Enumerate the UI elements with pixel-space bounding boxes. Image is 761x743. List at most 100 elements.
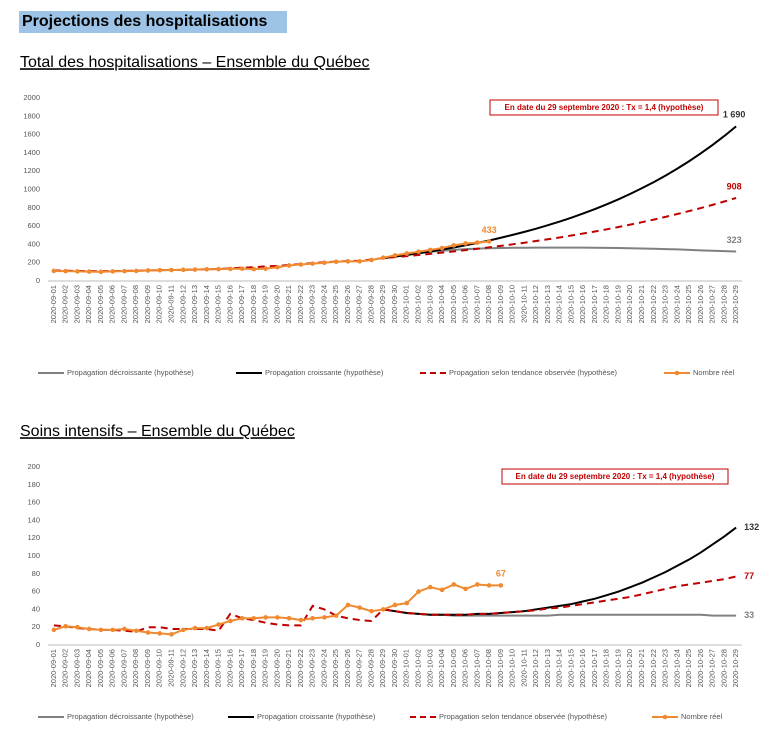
x-tick-label: 2020-09-27 xyxy=(355,285,364,323)
y-tick-label: 120 xyxy=(27,533,40,542)
data-point xyxy=(475,582,480,587)
x-tick-label: 2020-09-03 xyxy=(72,285,81,323)
y-tick-label: 20 xyxy=(32,622,40,631)
data-point xyxy=(51,627,57,633)
x-tick-label: 2020-10-06 xyxy=(461,649,470,687)
legend-label: Propagation croissante (hypothèse) xyxy=(265,368,384,377)
x-tick-label: 2020-09-11 xyxy=(166,285,175,323)
x-tick-label: 2020-10-03 xyxy=(425,649,434,687)
x-tick-label: 2020-09-02 xyxy=(61,649,70,687)
x-tick-label: 2020-10-21 xyxy=(637,285,646,323)
x-tick-label: 2020-09-09 xyxy=(143,649,152,687)
x-tick-label: 2020-09-08 xyxy=(131,285,140,323)
data-point xyxy=(180,267,186,273)
y-tick-label: 200 xyxy=(27,258,40,267)
data-point xyxy=(369,608,374,614)
data-point xyxy=(451,243,457,248)
x-tick-label: 2020-10-16 xyxy=(578,649,587,687)
y-tick-label: 60 xyxy=(32,587,40,596)
x-tick-label: 2020-10-05 xyxy=(449,285,458,323)
x-tick-label: 2020-10-25 xyxy=(684,649,693,687)
annotation: En date du 29 septembre 2020 : Tx = 1,4 … xyxy=(516,472,715,481)
series-line xyxy=(53,583,501,636)
x-tick-label: 2020-09-10 xyxy=(155,285,164,323)
legend-marker xyxy=(674,370,680,376)
x-tick-label: 2020-09-25 xyxy=(331,649,340,687)
x-tick-label: 2020-09-27 xyxy=(355,649,364,687)
x-tick-label: 2020-10-07 xyxy=(472,649,481,687)
data-point xyxy=(416,249,421,255)
y-tick-label: 200 xyxy=(27,462,40,471)
data-point xyxy=(216,266,221,272)
data-point xyxy=(51,268,57,274)
x-tick-label: 2020-10-25 xyxy=(684,285,693,323)
data-point xyxy=(204,625,210,631)
x-tick-label: 2020-09-04 xyxy=(84,285,93,323)
data-point xyxy=(216,622,221,627)
x-tick-label: 2020-10-20 xyxy=(625,649,634,687)
annotation: En date du 29 septembre 2020 : Tx = 1,4 … xyxy=(505,103,704,112)
legend-marker xyxy=(662,714,668,720)
data-point xyxy=(439,587,445,593)
x-tick-label: 2020-09-02 xyxy=(61,285,70,323)
data-point xyxy=(63,624,68,629)
data-point xyxy=(110,627,115,633)
x-tick-label: 2020-10-15 xyxy=(566,649,575,687)
x-tick-label: 2020-10-07 xyxy=(472,285,481,323)
data-point xyxy=(333,259,339,265)
x-tick-label: 2020-09-16 xyxy=(225,285,234,323)
data-point xyxy=(369,257,374,263)
heading-highlight xyxy=(19,11,287,33)
data-point xyxy=(380,255,386,260)
x-tick-label: 2020-10-13 xyxy=(543,285,552,323)
x-tick-label: 2020-09-12 xyxy=(178,649,187,687)
x-tick-label: 2020-10-22 xyxy=(649,285,658,323)
x-tick-label: 2020-10-27 xyxy=(708,649,717,687)
x-tick-label: 2020-10-19 xyxy=(613,649,622,687)
y-tick-label: 800 xyxy=(27,203,40,212)
data-point xyxy=(427,584,433,590)
x-tick-label: 2020-09-15 xyxy=(214,649,223,687)
x-tick-label: 2020-09-24 xyxy=(319,649,328,687)
data-label: 433 xyxy=(482,225,497,235)
x-tick-label: 2020-09-29 xyxy=(378,285,387,323)
y-tick-label: 1200 xyxy=(23,166,40,175)
y-tick-label: 400 xyxy=(27,239,40,248)
x-tick-label: 2020-10-18 xyxy=(602,285,611,323)
chart-title: Soins intensifs – Ensemble du Québec xyxy=(20,423,295,440)
data-point xyxy=(463,586,468,592)
data-point xyxy=(286,616,292,621)
y-tick-label: 140 xyxy=(27,515,40,524)
x-tick-label: 2020-09-07 xyxy=(119,649,128,687)
data-point xyxy=(357,259,363,264)
x-tick-label: 2020-09-26 xyxy=(343,285,352,323)
data-point xyxy=(310,261,315,266)
data-point xyxy=(133,268,139,274)
data-point xyxy=(345,602,351,608)
data-point xyxy=(86,269,92,274)
x-tick-label: 2020-10-28 xyxy=(719,285,728,323)
data-point xyxy=(228,266,233,272)
x-tick-label: 2020-10-14 xyxy=(555,649,564,687)
y-tick-label: 1800 xyxy=(23,111,40,120)
x-tick-label: 2020-09-14 xyxy=(202,649,211,687)
y-tick-label: 180 xyxy=(27,480,40,489)
data-label: 323 xyxy=(727,235,742,245)
data-point xyxy=(133,628,139,634)
x-tick-label: 2020-09-18 xyxy=(249,649,258,687)
x-tick-label: 2020-09-06 xyxy=(108,285,117,323)
y-tick-label: 0 xyxy=(36,276,40,285)
y-tick-label: 1600 xyxy=(23,130,40,139)
legend-label: Propagation croissante (hypothèse) xyxy=(257,712,376,721)
data-point xyxy=(157,631,163,636)
x-tick-label: 2020-09-30 xyxy=(390,649,399,687)
data-point xyxy=(439,245,445,251)
data-point xyxy=(110,269,115,274)
series-line xyxy=(383,526,737,616)
x-tick-label: 2020-10-02 xyxy=(414,649,423,687)
x-tick-label: 2020-10-11 xyxy=(519,285,528,323)
x-tick-label: 2020-10-06 xyxy=(461,285,470,323)
x-tick-label: 2020-10-04 xyxy=(437,649,446,687)
data-label: 908 xyxy=(727,181,742,191)
x-tick-label: 2020-10-09 xyxy=(496,285,505,323)
